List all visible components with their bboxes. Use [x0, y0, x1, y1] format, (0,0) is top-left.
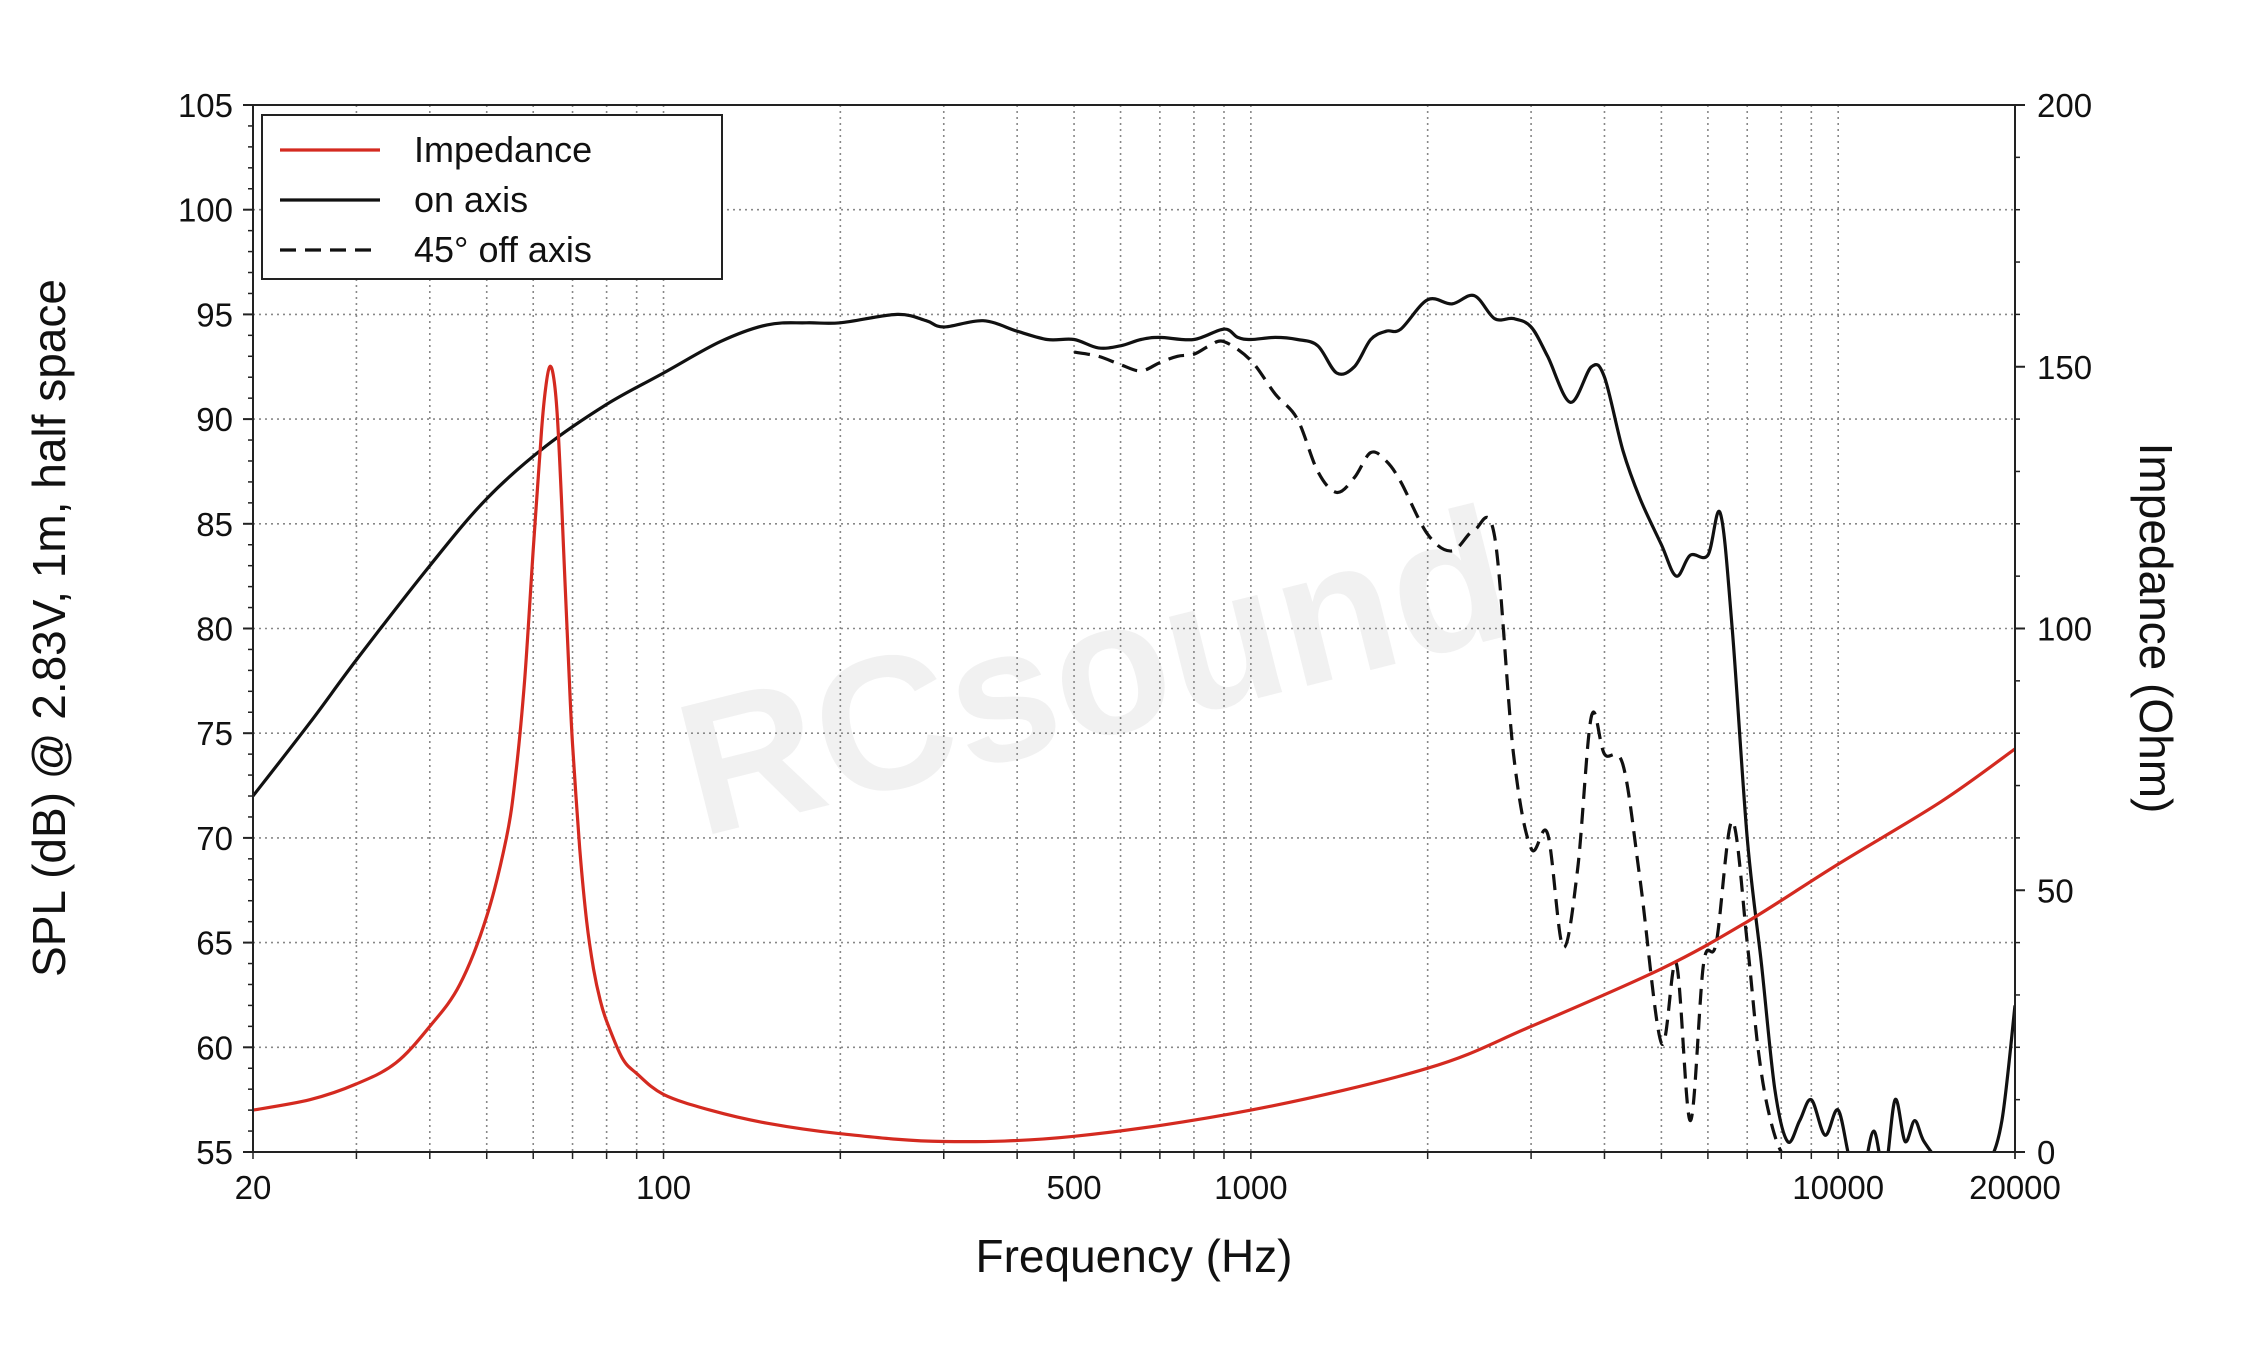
y-tick-label: 55 [196, 1134, 233, 1171]
legend-box [261, 114, 723, 280]
y-tick-label: 60 [196, 1029, 233, 1066]
y-tick-label: 65 [196, 925, 233, 962]
x-tick-label: 500 [1047, 1169, 1102, 1206]
grid [253, 105, 2015, 1152]
watermark-logo: RCsound [659, 467, 1530, 877]
y2-axis-title: Impedance (Ohm) [2130, 443, 2182, 814]
y-tick-label: 70 [196, 820, 233, 857]
x-tick-label: 20 [235, 1169, 272, 1206]
x-tick-label: 100 [636, 1169, 691, 1206]
y2-tick-label: 200 [2037, 87, 2092, 124]
x-tick-label: 1000 [1214, 1169, 1287, 1206]
x-axis-title: Frequency (Hz) [976, 1230, 1293, 1282]
y2-tick-label: 0 [2037, 1134, 2055, 1171]
series-layer [253, 293, 2015, 1152]
x-tick-label: 10000 [1792, 1169, 1884, 1206]
legend-label: on axis [414, 179, 528, 220]
legend-label: Impedance [414, 129, 592, 170]
y-tick-label: 95 [196, 296, 233, 333]
series-line-45-off-axis [1073, 339, 1784, 1152]
y-tick-label: 90 [196, 401, 233, 438]
series-line-on-axis [253, 293, 2015, 1152]
y2-tick-label: 100 [2037, 611, 2092, 648]
y2-tick-label: 50 [2037, 872, 2074, 909]
y2-tick-label: 150 [2037, 349, 2092, 386]
y-tick-label: 105 [178, 87, 233, 124]
y-tick-label: 80 [196, 611, 233, 648]
legend: Impedance on axis 45° off axis [261, 114, 723, 280]
y-axis-title: SPL (dB) @ 2.83V, 1m, half space [23, 279, 75, 977]
y-tick-label: 100 [178, 192, 233, 229]
y-tick-label: 85 [196, 506, 233, 543]
y-tick-label: 75 [196, 715, 233, 752]
legend-label: 45° off axis [414, 229, 592, 270]
x-tick-label: 20000 [1969, 1169, 2061, 1206]
series-line-impedance [253, 364, 2015, 1144]
